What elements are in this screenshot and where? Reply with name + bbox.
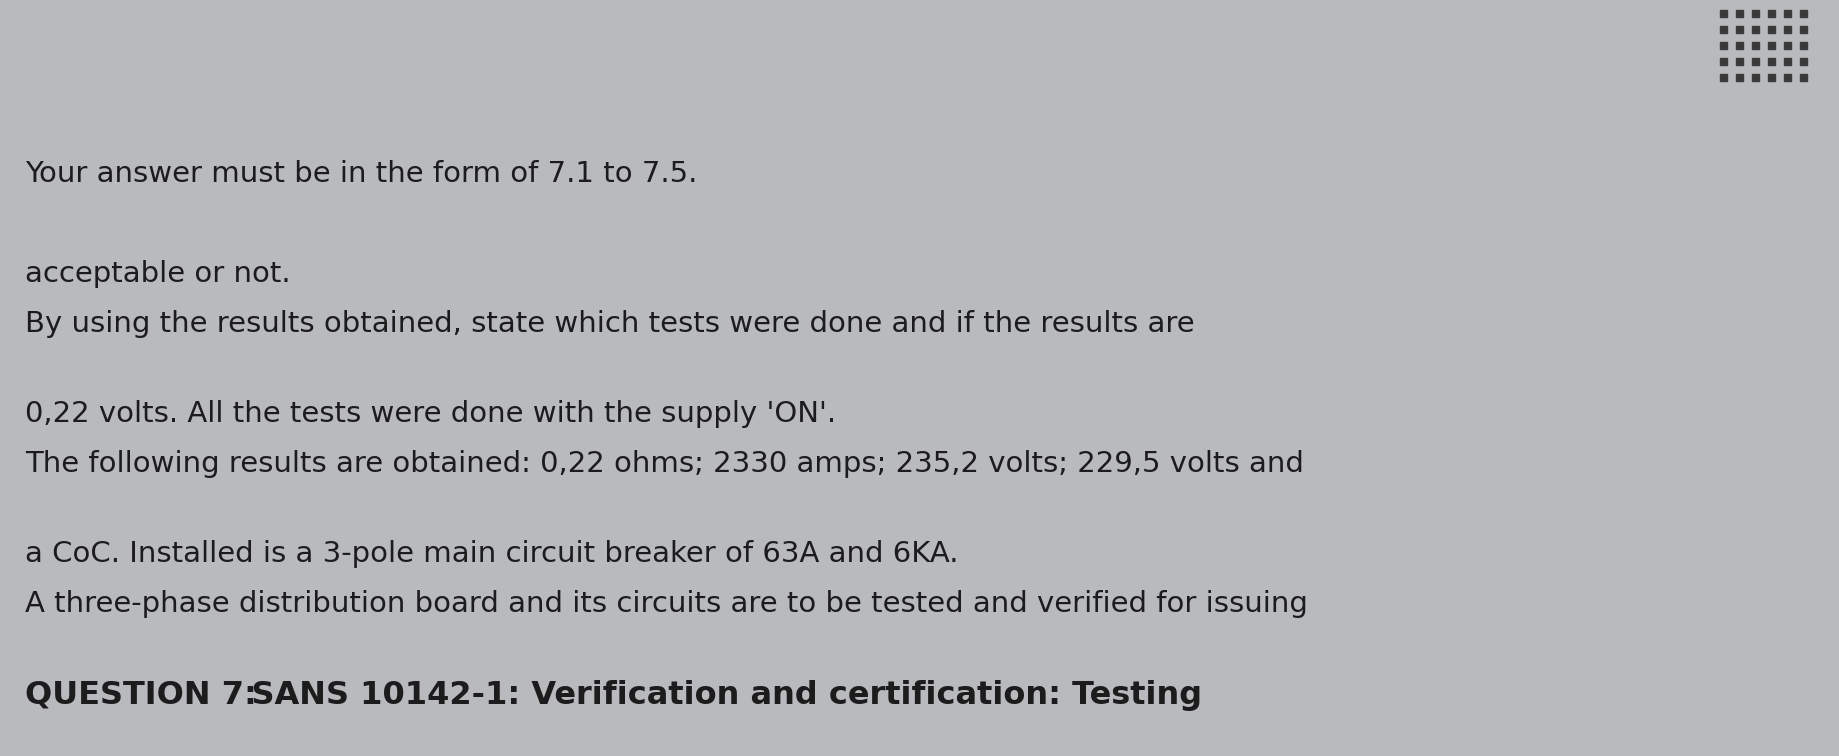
- Bar: [1719, 26, 1727, 33]
- Bar: [1784, 58, 1789, 65]
- Bar: [1751, 74, 1758, 81]
- Bar: [1767, 10, 1775, 17]
- Bar: [1799, 26, 1806, 33]
- Text: acceptable or not.: acceptable or not.: [26, 260, 291, 288]
- Bar: [1734, 10, 1742, 17]
- Bar: [1751, 58, 1758, 65]
- Text: SANS 10142-1: Verification and certification: Testing: SANS 10142-1: Verification and certifica…: [208, 680, 1201, 711]
- Bar: [1784, 26, 1789, 33]
- Text: The following results are obtained: 0,22 ohms; 2330 amps; 235,2 volts; 229,5 vol: The following results are obtained: 0,22…: [26, 450, 1304, 478]
- Bar: [1719, 10, 1727, 17]
- Bar: [1767, 74, 1775, 81]
- Bar: [1799, 10, 1806, 17]
- Bar: [1719, 42, 1727, 49]
- Text: A three-phase distribution board and its circuits are to be tested and verified : A three-phase distribution board and its…: [26, 590, 1308, 618]
- Text: 0,22 volts. All the tests were done with the supply 'ON'.: 0,22 volts. All the tests were done with…: [26, 400, 835, 428]
- Text: Your answer must be in the form of 7.1 to 7.5.: Your answer must be in the form of 7.1 t…: [26, 160, 697, 188]
- Text: By using the results obtained, state which tests were done and if the results ar: By using the results obtained, state whi…: [26, 310, 1194, 338]
- Bar: [1767, 26, 1775, 33]
- Text: QUESTION 7:: QUESTION 7:: [26, 680, 257, 711]
- Bar: [1784, 42, 1789, 49]
- Bar: [1751, 26, 1758, 33]
- Bar: [1734, 58, 1742, 65]
- Bar: [1719, 74, 1727, 81]
- Bar: [1784, 74, 1789, 81]
- Bar: [1799, 42, 1806, 49]
- Bar: [1799, 58, 1806, 65]
- Bar: [1751, 10, 1758, 17]
- Bar: [1719, 58, 1727, 65]
- Bar: [1799, 74, 1806, 81]
- Bar: [1734, 26, 1742, 33]
- Text: a CoC. Installed is a 3-pole main circuit breaker of 63A and 6KA.: a CoC. Installed is a 3-pole main circui…: [26, 540, 958, 568]
- Bar: [1734, 74, 1742, 81]
- Bar: [1767, 42, 1775, 49]
- Bar: [1751, 42, 1758, 49]
- Bar: [1767, 58, 1775, 65]
- Bar: [1784, 10, 1789, 17]
- Bar: [1734, 42, 1742, 49]
